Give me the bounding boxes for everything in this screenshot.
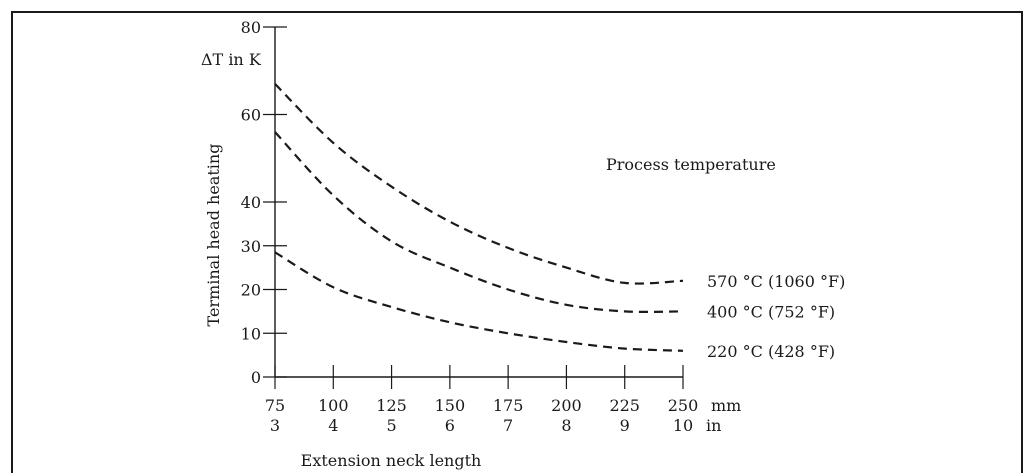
x-tick-label-in: 5 — [386, 416, 396, 435]
y-tick-label: 20 — [241, 281, 261, 300]
x-unit-mm: mm — [711, 396, 741, 415]
x-tick-label-mm: 200 — [551, 396, 582, 415]
x-tick-label-mm: 150 — [435, 396, 466, 415]
series-label-1: 570 °C (1060 °F) — [707, 272, 845, 291]
y-tick-label: 80 — [241, 18, 261, 37]
x-tick-label-in: 3 — [270, 416, 280, 435]
x-tick-label-mm: 250 — [668, 396, 699, 415]
x-tick-label-in: 7 — [503, 416, 513, 435]
series-line-3 — [274, 251, 684, 352]
x-tick-label-mm: 225 — [609, 396, 640, 415]
x-tick-label-mm: 125 — [376, 396, 407, 415]
x-tick-label-in: 4 — [328, 416, 338, 435]
axes — [274, 27, 683, 378]
x-axis-title: Extension neck length — [301, 451, 482, 470]
y-tick-label: 60 — [241, 106, 261, 125]
y-tick-label: 30 — [241, 237, 261, 256]
series-label-2: 400 °C (752 °F) — [707, 302, 835, 321]
y-unit-label: ΔT in K — [201, 50, 262, 69]
series-labels: 570 °C (1060 °F) 400 °C (752 °F) 220 °C (4… — [707, 272, 845, 361]
y-tick-label: 10 — [241, 324, 261, 343]
y-axis-title: Terminal head heating — [204, 144, 223, 327]
y-ticks: 0 10 20 30 40 60 80 — [241, 18, 287, 387]
x-unit-in: in — [706, 416, 721, 435]
figure-frame — [11, 11, 1023, 473]
series-line-1 — [274, 83, 684, 285]
y-tick-label: 0 — [251, 368, 261, 387]
x-tick-label-mm: 100 — [318, 396, 349, 415]
series-label-3: 220 °C (428 °F) — [707, 342, 835, 361]
x-tick-label-mm: 175 — [493, 396, 524, 415]
x-tick-label-in: 9 — [620, 416, 630, 435]
x-tick-label-in: 10 — [673, 416, 693, 435]
series-lines — [274, 83, 684, 352]
x-tick-label-mm: 75 — [265, 396, 285, 415]
series-line-2 — [274, 131, 684, 313]
x-tick-label-in: 6 — [445, 416, 455, 435]
y-tick-label: 40 — [241, 193, 261, 212]
legend-title: Process temperature — [606, 155, 776, 174]
x-tick-label-in: 8 — [561, 416, 571, 435]
